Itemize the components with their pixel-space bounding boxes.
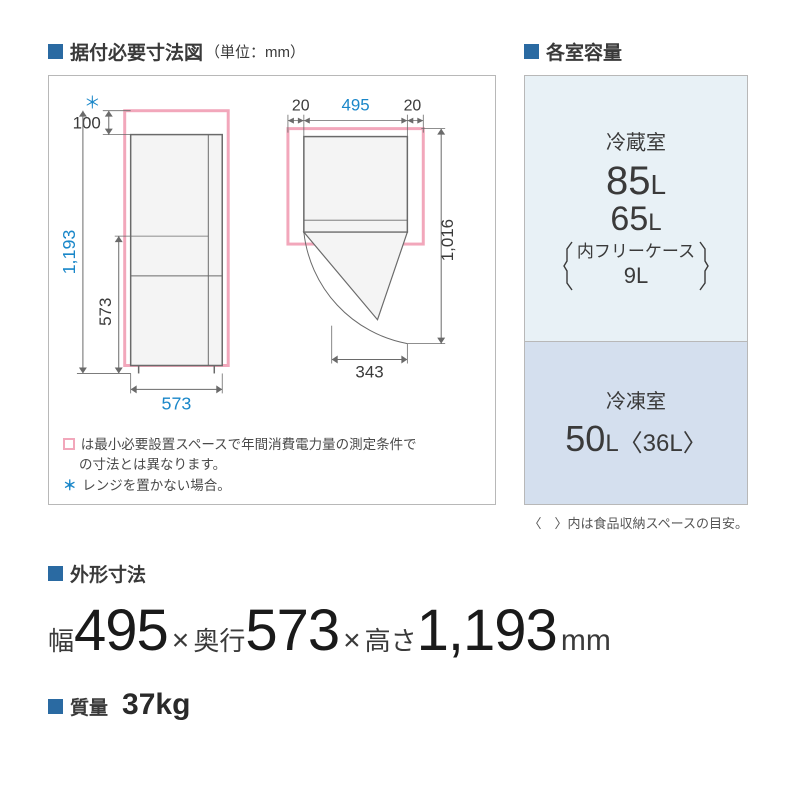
dimension-diagram-svg: 100 ＊ 1,193 573 [63,94,481,424]
diagram-note-1a: は最小必要設置スペースで年間消費電力量の測定条件で [81,437,417,452]
asterisk-icon: ＊ [63,478,77,493]
capacity-title: 各室容量 [524,38,748,65]
fridge-inner-label: 内フリーケース [577,242,695,262]
capacity-title-text: 各室容量 [546,38,622,65]
mass-value: 37 [122,688,155,721]
ext-sep: × [343,624,361,658]
mass-title-text: 質量 [70,693,108,720]
fridge-label: 冷蔵室 [606,126,666,155]
diagram-box: 100 ＊ 1,193 573 [48,75,496,505]
ext-sep: × [172,624,190,658]
fridge-value: 85 [606,159,651,204]
svg-text:343: 343 [355,362,383,381]
section-marker-icon [48,566,63,581]
freezer-value: 50 [565,418,605,460]
svg-text:573: 573 [96,298,115,326]
ext-dims-title: 外形寸法 [48,560,752,587]
fridge-compartment: 冷蔵室 85 L 65 L 内フリーケース 9L [525,76,747,341]
install-diagram-panel: 据付必要寸法図 （単位：mm） [48,38,496,532]
capacity-box: 冷蔵室 85 L 65 L 内フリーケース 9L [524,75,748,505]
ext-depth-label: 奥行 [193,621,245,658]
svg-text:495: 495 [341,96,369,115]
freezer-label: 冷凍室 [606,385,666,414]
section-marker-icon [48,699,63,714]
freezer-compartment: 冷凍室 50 L 〈 36L 〉 [525,341,747,504]
svg-text:＊: ＊ [84,94,101,113]
diagram-notes: は最小必要設置スペースで年間消費電力量の測定条件で の寸法とは異なります。 ＊ … [63,435,481,496]
svg-text:20: 20 [292,98,310,115]
clearance-legend-icon [63,438,75,450]
fridge-sub-value: 65 [610,200,648,239]
fridge-unit: L [650,169,666,201]
ext-height-value: 1,193 [417,597,557,664]
freezer-unit: L [605,430,618,458]
ext-width-label: 幅 [48,621,74,658]
svg-text:20: 20 [404,98,422,115]
ext-width-value: 495 [74,597,168,664]
svg-text:1,193: 1,193 [63,230,79,275]
capacity-footnote: 〈 〉内は食品収納スペースの目安。 [524,513,748,532]
section-marker-icon [524,44,539,59]
mass-unit: kg [155,688,190,721]
capacity-panel: 各室容量 冷蔵室 85 L 65 L 内フリーケース 9L [524,38,748,532]
fridge-sub-unit: L [648,209,661,237]
install-title-text: 据付必要寸法図 [70,38,203,65]
install-diagram-title: 据付必要寸法図 （単位：mm） [48,38,496,65]
ext-depth-value: 573 [245,597,339,664]
ext-unit: mm [561,624,611,658]
mass-title: 質量 [48,693,108,720]
fridge-inner-bracket: 内フリーケース 9L [563,241,709,291]
svg-text:1,016: 1,016 [438,219,457,261]
mass-section: 質量 37kg [48,688,752,722]
install-unit-text: （単位：mm） [205,41,305,62]
diagram-note-1b: の寸法とは異なります。 [63,455,481,475]
fridge-inner-value: 9L [577,263,695,289]
section-marker-icon [48,44,63,59]
freezer-bracket-value: 36L [643,430,683,458]
svg-text:573: 573 [162,393,192,413]
diagram-note-2: レンジを置かない場合。 [82,478,231,493]
ext-dims-title-text: 外形寸法 [70,560,146,587]
ext-height-label: 高さ [365,621,417,658]
ext-dims-section: 外形寸法 幅 495 × 奥行 573 × 高さ 1,193 mm [48,560,752,664]
